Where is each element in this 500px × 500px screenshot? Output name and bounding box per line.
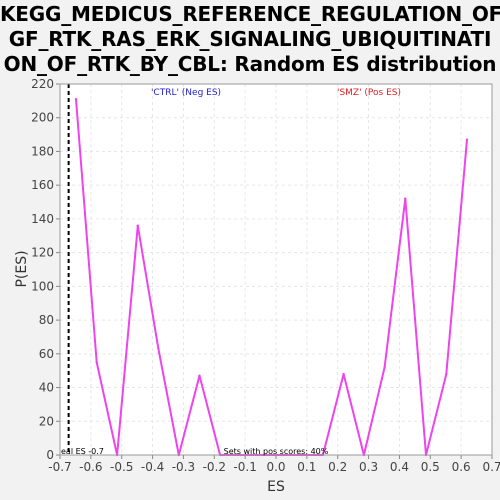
chart-title-line-2: GF_RTK_RAS_ERK_SIGNALING_UBIQUITINATI (8, 27, 492, 51)
y-tick-label: 60 (39, 347, 54, 361)
data-point (404, 197, 407, 200)
x-tick-label: 0.7 (482, 460, 500, 474)
axes: 0 20 40 60 80 100 120 140 160 180 200 220 -0.7 -0.6 -0… (31, 77, 500, 474)
x-tick-label: 0.0 (266, 460, 285, 474)
x-tick-label: 0.6 (452, 460, 471, 474)
x-tick-label: 0.5 (421, 460, 440, 474)
y-tick-label: 220 (31, 77, 54, 91)
data-point (383, 366, 386, 369)
data-point (74, 97, 78, 101)
chart-title-line-1: KEGG_MEDICUS_REFERENCE_REGULATION_OF_ (0, 2, 500, 26)
chart-title-line-3: ON_OF_RTK_BY_CBL: Random ES distribution (3, 52, 497, 76)
data-point (465, 138, 469, 141)
x-tick-label: 0.4 (390, 460, 409, 474)
plot-border (59, 83, 493, 456)
x-tick-label: 0.3 (359, 460, 378, 474)
real-es-text: eal ES -0.7 (61, 447, 104, 456)
y-tick-label: 200 (31, 111, 54, 125)
y-tick-label: 120 (31, 246, 54, 260)
neg-es-label: 'CTRL' (Neg ES) (151, 88, 221, 98)
data-point (445, 372, 448, 376)
data-point (342, 372, 345, 376)
data-point (157, 347, 160, 350)
data-point (198, 374, 201, 377)
x-axis-label: ES (267, 479, 285, 495)
x-tick-label: -0.4 (141, 460, 164, 474)
x-tick-label: -0.3 (172, 460, 195, 474)
pos-es-label: 'SMZ' (Pos ES) (337, 88, 401, 98)
y-tick-label: 100 (31, 279, 54, 293)
y-tick-label: 0 (46, 448, 54, 462)
x-tick-label: -0.5 (110, 460, 133, 474)
y-tick-label: 80 (39, 313, 54, 327)
y-tick-label: 180 (31, 144, 54, 158)
x-tick-label: -0.1 (233, 460, 256, 474)
y-tick-label: 40 (39, 381, 54, 395)
x-tick-label: -0.6 (79, 460, 102, 474)
y-tick-label: 20 (39, 414, 54, 428)
x-tick-label: -0.2 (203, 460, 226, 474)
pos-scores-text: Sets with pos scores: 40% (224, 447, 329, 456)
y-tick-label: 160 (31, 178, 54, 192)
y-tick-label: 140 (31, 212, 54, 226)
x-tick-label: 0.2 (328, 460, 347, 474)
x-tick-label: 0.1 (297, 460, 316, 474)
data-point (136, 224, 139, 227)
y-axis-label: P(ES) (14, 250, 30, 287)
data-point (95, 361, 98, 364)
x-tick-label: -0.7 (48, 460, 71, 474)
